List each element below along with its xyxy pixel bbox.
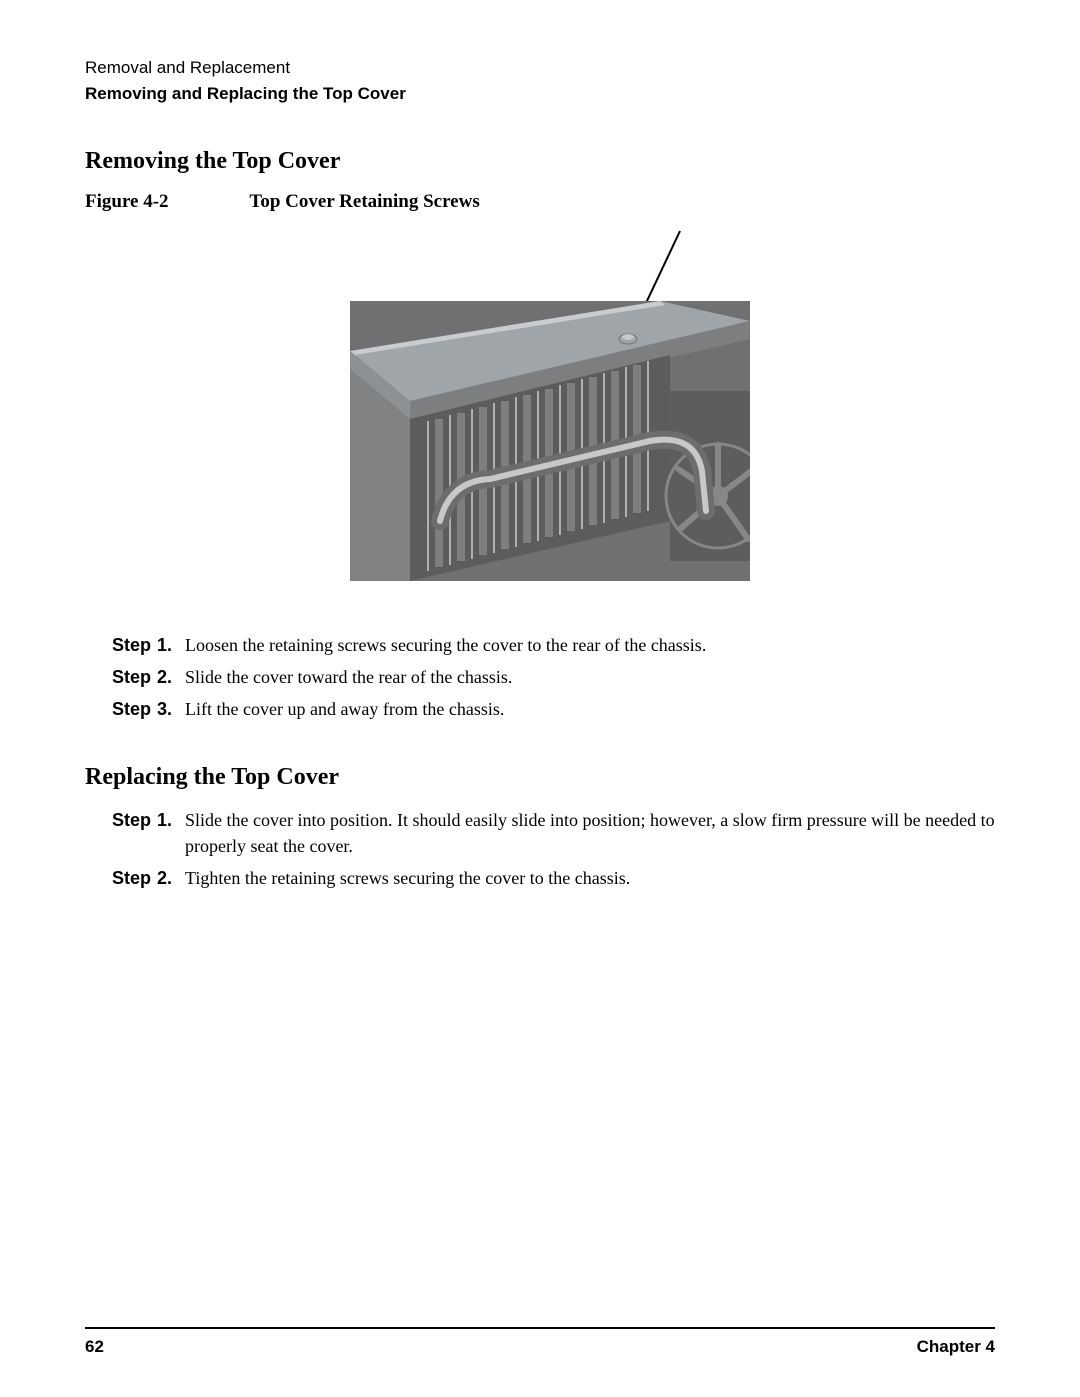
- running-header-chapter: Removal and Replacement: [85, 55, 995, 81]
- step-row: Step 2. Slide the cover toward the rear …: [85, 664, 995, 690]
- fan-icon: [666, 391, 770, 561]
- section-heading-replacing: Replacing the Top Cover: [85, 764, 995, 791]
- step-text: Lift the cover up and away from the chas…: [185, 696, 995, 722]
- figure-wrap: [85, 221, 995, 606]
- step-number: 1.: [157, 632, 185, 658]
- figure-caption: Figure 4-2 Top Cover Retaining Screws: [85, 191, 995, 213]
- chapter-label: Chapter 4: [917, 1337, 995, 1357]
- step-label: Step: [85, 865, 157, 891]
- step-number: 1.: [157, 807, 185, 833]
- step-number: 3.: [157, 696, 185, 722]
- page-number: 62: [85, 1337, 104, 1357]
- page: Removal and Replacement Removing and Rep…: [0, 0, 1080, 1397]
- replacing-steps: Step 1. Slide the cover into position. I…: [85, 807, 995, 891]
- chassis-diagram: [300, 221, 780, 601]
- page-footer: 62 Chapter 4: [85, 1327, 995, 1357]
- step-row: Step 1. Slide the cover into position. I…: [85, 807, 995, 859]
- step-text: Slide the cover toward the rear of the c…: [185, 664, 995, 690]
- step-row: Step 2. Tighten the retaining screws sec…: [85, 865, 995, 891]
- figure-title: Top Cover Retaining Screws: [249, 191, 479, 212]
- removing-steps: Step 1. Loosen the retaining screws secu…: [85, 632, 995, 722]
- step-label: Step: [85, 632, 157, 658]
- step-text: Loosen the retaining screws securing the…: [185, 632, 995, 658]
- step-label: Step: [85, 664, 157, 690]
- step-row: Step 1. Loosen the retaining screws secu…: [85, 632, 995, 658]
- step-text: Slide the cover into position. It should…: [185, 807, 995, 859]
- screw-right-icon: [619, 334, 637, 344]
- step-label: Step: [85, 807, 157, 833]
- step-number: 2.: [157, 664, 185, 690]
- step-text: Tighten the retaining screws securing th…: [185, 865, 995, 891]
- section-heading-removing: Removing the Top Cover: [85, 148, 995, 175]
- step-label: Step: [85, 696, 157, 722]
- step-number: 2.: [157, 865, 185, 891]
- figure-label: Figure 4-2: [85, 191, 245, 213]
- running-header: Removal and Replacement Removing and Rep…: [85, 55, 995, 106]
- step-row: Step 3. Lift the cover up and away from …: [85, 696, 995, 722]
- running-header-section: Removing and Replacing the Top Cover: [85, 81, 995, 107]
